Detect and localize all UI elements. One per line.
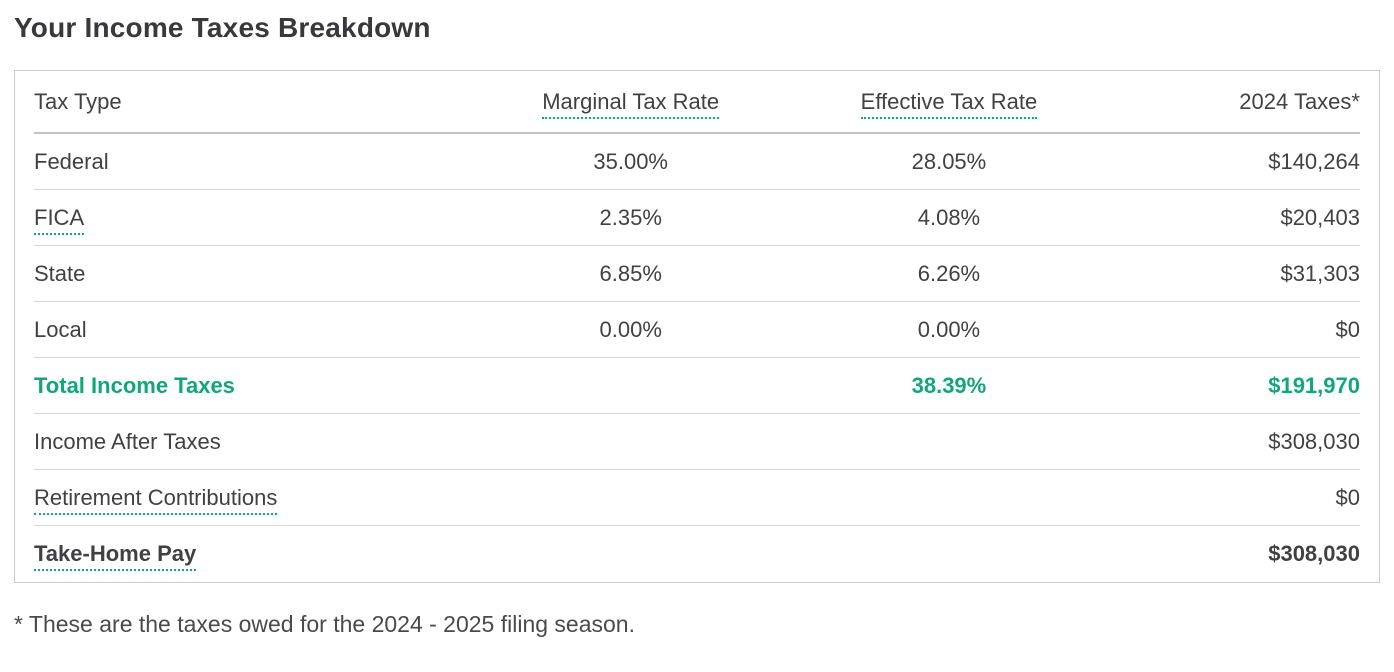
tooltip-term-effective-tax-rate[interactable]: Effective Tax Rate: [860, 88, 1038, 119]
table-row-retirement-contributions: Retirement Contributions $0: [34, 470, 1360, 526]
row-label-total-income-taxes: Total Income Taxes: [34, 372, 235, 398]
income-taxes-breakdown-section: Your Income Taxes Breakdown Tax Type Mar…: [14, 12, 1380, 637]
local-effective-rate: 0.00%: [917, 316, 981, 342]
state-effective-rate: 6.26%: [917, 260, 981, 286]
row-label-retirement-contributions: Retirement Contributions: [34, 484, 472, 515]
table-row-local: Local 0.00% 0.00% $0: [34, 302, 1360, 358]
tooltip-term-take-home-pay[interactable]: Take-Home Pay: [34, 541, 197, 571]
retirement-contributions-amount: $0: [1335, 484, 1360, 510]
table-row-state: State 6.85% 6.26% $31,303: [34, 246, 1360, 302]
table-row-take-home-pay: Take-Home Pay $308,030: [34, 526, 1360, 582]
table-row-fica: FICA 2.35% 4.08% $20,403: [34, 190, 1360, 246]
column-header-effective-tax-rate: Effective Tax Rate: [790, 88, 1108, 119]
row-label-take-home-pay: Take-Home Pay: [34, 541, 472, 571]
row-label-income-after-taxes: Income After Taxes: [34, 428, 221, 454]
state-marginal-rate: 6.85%: [599, 260, 662, 286]
state-taxes-amount: $31,303: [1280, 260, 1360, 286]
fica-marginal-rate: 2.35%: [599, 204, 662, 230]
local-taxes-amount: $0: [1335, 316, 1360, 342]
table-row-federal: Federal 35.00% 28.05% $140,264: [34, 134, 1360, 190]
total-effective-rate: 38.39%: [911, 372, 987, 398]
tooltip-term-fica[interactable]: FICA: [34, 204, 85, 235]
row-label-local: Local: [34, 316, 87, 342]
filing-season-footnote: * These are the taxes owed for the 2024 …: [14, 611, 635, 637]
table-row-income-after-taxes: Income After Taxes $308,030: [34, 414, 1360, 470]
table-row-total-income-taxes: Total Income Taxes 38.39% $191,970: [34, 358, 1360, 414]
income-after-taxes-amount: $308,030: [1268, 428, 1360, 454]
row-label-federal: Federal: [34, 148, 109, 174]
federal-taxes-amount: $140,264: [1268, 148, 1360, 174]
federal-marginal-rate: 35.00%: [593, 148, 668, 174]
fica-taxes-amount: $20,403: [1280, 204, 1360, 230]
column-header-2024-taxes: 2024 Taxes*: [1239, 88, 1360, 114]
tooltip-term-retirement-contributions[interactable]: Retirement Contributions: [34, 484, 278, 515]
fica-effective-rate: 4.08%: [917, 204, 981, 230]
total-taxes-amount: $191,970: [1268, 372, 1360, 398]
tax-breakdown-table: Tax Type Marginal Tax Rate Effective Tax…: [14, 70, 1380, 583]
tooltip-term-marginal-tax-rate[interactable]: Marginal Tax Rate: [542, 88, 720, 119]
row-label-fica: FICA: [34, 204, 472, 235]
take-home-pay-amount: $308,030: [1268, 541, 1360, 566]
row-label-state: State: [34, 260, 86, 286]
column-header-tax-type: Tax Type: [34, 88, 122, 114]
table-header-row: Tax Type Marginal Tax Rate Effective Tax…: [34, 71, 1360, 134]
federal-effective-rate: 28.05%: [911, 148, 987, 174]
page-title: Your Income Taxes Breakdown: [14, 12, 431, 43]
column-header-marginal-tax-rate: Marginal Tax Rate: [472, 88, 790, 119]
local-marginal-rate: 0.00%: [599, 316, 662, 342]
